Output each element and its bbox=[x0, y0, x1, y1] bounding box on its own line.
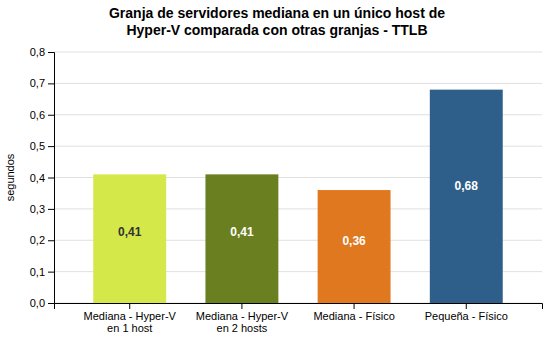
y-tick: 0,5 bbox=[30, 140, 54, 152]
y-tick: 0,1 bbox=[30, 266, 54, 278]
y-tick-label: 0,2 bbox=[30, 234, 45, 246]
data-label: 0,41 bbox=[230, 225, 254, 239]
y-tick-label: 0,3 bbox=[30, 203, 45, 215]
y-tick-label: 0,4 bbox=[30, 172, 45, 184]
y-axis-title: segundos bbox=[4, 153, 16, 201]
y-tick-mark bbox=[48, 209, 54, 210]
y-tick-label: 0,7 bbox=[30, 77, 45, 89]
data-label: 0,68 bbox=[455, 179, 479, 193]
x-tick: Mediana - Físico bbox=[313, 303, 394, 322]
y-tick-mark bbox=[48, 272, 54, 273]
bars bbox=[93, 90, 502, 303]
x-tick-label: Mediana - Hyper-Ven 2 hosts bbox=[196, 310, 289, 335]
grid-line bbox=[54, 83, 542, 84]
data-label: 0,36 bbox=[342, 234, 366, 248]
grid-line bbox=[54, 52, 542, 53]
bar bbox=[318, 190, 391, 303]
chart: Granja de servidores mediana en un único… bbox=[0, 0, 554, 345]
y-tick-mark bbox=[48, 83, 54, 84]
y-axis-line bbox=[48, 53, 55, 304]
x-tick-mark bbox=[466, 303, 467, 309]
title: Granja de servidores mediana en un único… bbox=[109, 5, 445, 38]
y-tick-mark bbox=[48, 303, 54, 304]
x-tick: Pequeña - Físico bbox=[425, 303, 508, 322]
bar bbox=[430, 90, 503, 303]
y-tick-mark bbox=[48, 178, 54, 179]
data-labels: 0,41 0,41 0,36 0,68 bbox=[118, 179, 478, 248]
x-axis: Mediana - Hyper-Ven 1 host Mediana - Hype… bbox=[55, 303, 543, 334]
y-tick-mark bbox=[48, 146, 54, 147]
y-tick-mark bbox=[48, 52, 54, 53]
x-tick-mark bbox=[129, 303, 130, 309]
y-tick-mark bbox=[48, 115, 54, 116]
x-tick: Mediana - Hyper-Ven 2 hosts bbox=[196, 303, 289, 334]
x-axis-line bbox=[55, 304, 543, 310]
y-axis: 0,0 0,1 0,2 0,3 0,4 0,5 0,6 0,7 0,8 bbox=[30, 46, 55, 309]
y-tick-label: 0,8 bbox=[30, 46, 45, 58]
bar bbox=[205, 174, 278, 303]
x-tick-label: Mediana - Hyper-Ven 1 host bbox=[84, 310, 177, 335]
y-tick-mark bbox=[48, 240, 54, 241]
plot: 0,0 0,1 0,2 0,3 0,4 0,5 0,6 0,7 0,8 Mediana - Hyp… bbox=[30, 46, 543, 334]
x-tick-mark bbox=[354, 303, 355, 309]
y-tick: 0,4 bbox=[30, 172, 54, 184]
grid bbox=[54, 52, 542, 303]
x-tick-mark bbox=[241, 303, 242, 309]
y-tick: 0,6 bbox=[30, 109, 54, 121]
bar bbox=[93, 174, 166, 303]
y-tick: 0,8 bbox=[30, 46, 54, 58]
x-tick-label: Pequeña - Físico bbox=[425, 310, 508, 322]
y-tick-label: 0,5 bbox=[30, 140, 45, 152]
data-label: 0,41 bbox=[118, 225, 142, 239]
y-tick: 0,2 bbox=[30, 234, 54, 246]
x-tick-label: Mediana - Físico bbox=[313, 310, 394, 322]
y-tick-label: 0,1 bbox=[30, 266, 45, 278]
y-tick: 0,0 bbox=[30, 297, 54, 309]
y-tick: 0,7 bbox=[30, 77, 54, 89]
x-tick: Mediana - Hyper-Ven 1 host bbox=[84, 303, 177, 334]
y-tick: 0,3 bbox=[30, 203, 54, 215]
y-tick-label: 0,6 bbox=[30, 109, 45, 121]
y-tick-label: 0,0 bbox=[30, 297, 45, 309]
